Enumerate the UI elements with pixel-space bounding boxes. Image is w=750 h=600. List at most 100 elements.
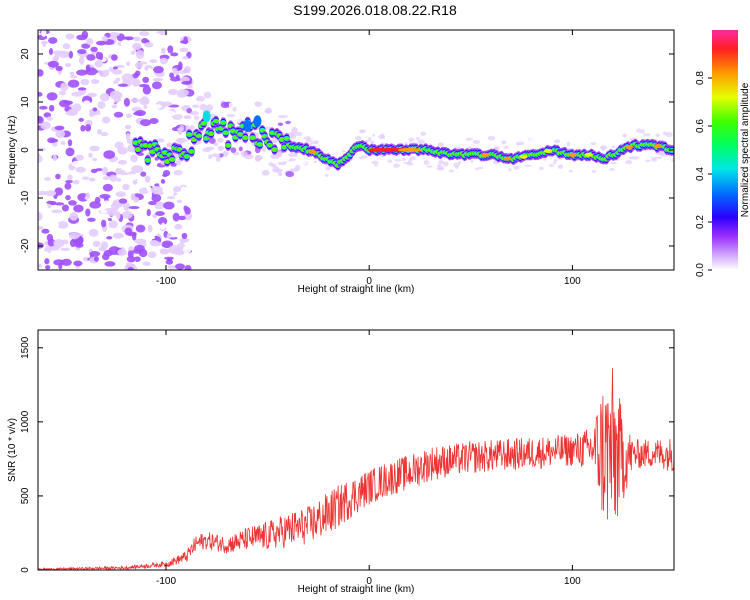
spectrogram-blob: [515, 169, 523, 173]
spectrogram-blob: [176, 199, 183, 203]
spectrogram-blob: [38, 92, 43, 97]
colorbar-tick-label: 0.0: [695, 263, 706, 277]
spectrogram-peak: [519, 154, 528, 159]
spectrogram-ridge-cell: [200, 121, 208, 125]
spectrogram-blob: [108, 220, 118, 229]
spectrogram-blob: [62, 43, 71, 50]
spectrogram-blob: [602, 171, 610, 174]
spectrogram-blob: [94, 60, 103, 68]
spectrogram-peak: [625, 145, 634, 150]
spectrogram-blob: [368, 136, 372, 142]
spectrogram-blob: [38, 69, 44, 77]
spectrogram-blob: [151, 186, 163, 194]
spectrogram-blob: [232, 106, 237, 112]
spectrogram-blob: [238, 146, 243, 152]
spectrogram-blob: [173, 114, 183, 119]
spectrogram-blob: [65, 33, 75, 40]
spectrogram-blob: [253, 115, 262, 128]
spectrogram-blob: [655, 133, 660, 137]
spectrogram-blob: [371, 160, 379, 165]
spectrogram-blob: [115, 263, 123, 270]
spectrogram-blob: [641, 128, 645, 134]
spectrogram-blob: [401, 157, 406, 161]
spectrogram-y-tick-label: 10: [20, 96, 31, 108]
spectrogram-blob: [313, 160, 318, 164]
spectrogram-blob: [324, 173, 329, 177]
spectrogram-blob: [112, 66, 118, 70]
spectrogram-blob: [294, 131, 303, 137]
spectrogram-ridge-cell: [168, 157, 176, 162]
spectrogram-blob: [179, 238, 186, 245]
spectrogram-blob: [133, 111, 143, 116]
spectrogram-blob: [437, 164, 441, 168]
spectrogram-blob: [51, 209, 63, 214]
spectrogram-blob: [39, 57, 48, 64]
spectrogram-ridge-cell: [142, 143, 149, 147]
spectrogram-blob: [80, 78, 90, 86]
spectrogram-blob: [625, 160, 633, 165]
spectrogram-blob: [100, 241, 109, 250]
spectrogram-peak: [503, 156, 512, 161]
spectrogram-blob: [423, 160, 430, 165]
spectrogram-blob: [71, 160, 84, 167]
spectrogram-blob: [53, 259, 65, 266]
spectrogram-blob: [539, 166, 544, 171]
spectrogram-blob: [38, 190, 48, 196]
spectrogram-blob: [43, 112, 52, 118]
spectrogram-blob: [134, 62, 143, 69]
spectrogram-ridge-cell: [188, 149, 195, 154]
spectrogram-ridge-cell: [268, 131, 276, 135]
spectrogram-blob: [305, 139, 312, 143]
spectrogram-blob: [115, 77, 121, 82]
spectrogram-blob: [99, 93, 110, 102]
spectrogram-blob: [132, 42, 142, 51]
spectrogram-blob: [77, 87, 87, 91]
spectrogram-ridge-cell: [266, 143, 273, 147]
spectrogram-blob: [73, 204, 84, 213]
spectrogram-blob: [460, 160, 464, 165]
spectrogram-blob: [181, 232, 188, 240]
spectrogram-blob: [123, 202, 131, 211]
spectrogram-blob: [285, 170, 295, 178]
spectrogram-blob: [169, 72, 175, 79]
spectrogram-blob: [179, 70, 187, 74]
spectrogram-blob: [126, 61, 131, 66]
spectrogram-blob: [409, 155, 417, 161]
spectrogram-blob: [115, 191, 127, 198]
spectrogram-blob: [158, 182, 168, 187]
spectrogram-blob: [167, 265, 177, 269]
spectrogram-blob: [85, 124, 92, 132]
spectrogram-blob: [176, 158, 182, 166]
spectrogram-blob: [183, 115, 192, 120]
spectrogram-blob: [174, 223, 183, 230]
spectrogram-peak: [544, 148, 553, 153]
spectrogram-blob: [358, 157, 364, 160]
spectrogram-blob: [142, 85, 152, 95]
spectrogram-blob: [138, 83, 150, 88]
spectrogram-blob: [134, 244, 145, 252]
spectrogram-blob: [127, 267, 134, 270]
spectrogram-blob: [95, 51, 101, 60]
spectrogram-blob: [44, 251, 50, 257]
spectrogram-blob: [177, 215, 186, 221]
spectrogram-blob: [85, 64, 91, 72]
spectrogram-blob: [486, 159, 492, 165]
spectrogram-blob: [86, 38, 94, 46]
spectrogram-blob: [167, 45, 174, 54]
spectrogram-blob: [442, 161, 449, 167]
spectrogram-blob: [243, 120, 252, 132]
spectrogram-blob: [87, 92, 98, 98]
spectrogram-ridge-cell: [229, 129, 237, 133]
spectrogram-blob: [156, 138, 165, 143]
spectrogram-blob: [121, 210, 133, 219]
spectrogram-blob: [216, 137, 224, 143]
spectrogram-blob: [294, 164, 301, 171]
spectrogram-blob: [65, 110, 78, 116]
spectrogram-blob: [48, 48, 54, 55]
spectrogram-blob: [394, 159, 402, 162]
spectrogram-ridge-cell: [149, 150, 156, 154]
spectrogram-blob: [80, 124, 86, 132]
spectrogram-blob: [125, 132, 131, 142]
spectrogram-blob: [69, 71, 75, 76]
